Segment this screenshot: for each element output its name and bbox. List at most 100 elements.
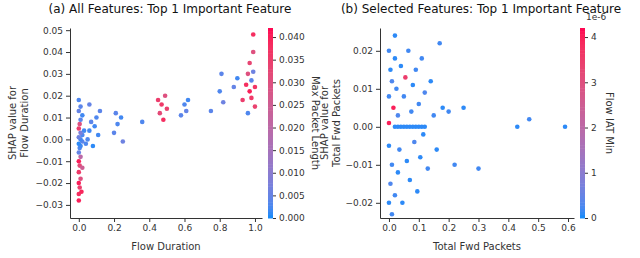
colorbar-step [580, 190, 585, 194]
colorbar-step [580, 28, 585, 32]
point [156, 98, 161, 103]
point [440, 106, 445, 111]
colorbar-step [268, 136, 273, 140]
point [409, 109, 414, 114]
point [390, 163, 395, 168]
tick-label: 0.000 [279, 213, 305, 223]
y-axis-label: SHAP value for [319, 85, 330, 160]
point [240, 98, 245, 103]
colorbar-step [580, 171, 585, 175]
point [249, 78, 254, 83]
colorbar-step [580, 82, 585, 86]
colorbar: 0.0000.0050.0100.0150.0200.0250.0300.035… [268, 28, 321, 223]
point [112, 131, 117, 136]
colorbar-step [580, 101, 585, 105]
point [244, 82, 249, 87]
point [527, 117, 532, 122]
tick: 0.010 [273, 168, 305, 178]
y-axis-line [380, 29, 381, 219]
colorbar-step [580, 193, 585, 197]
point [515, 125, 520, 130]
point [393, 193, 398, 198]
point [446, 109, 451, 114]
tick-mark [508, 218, 509, 222]
colorbar-step [268, 91, 273, 95]
colorbar-step [580, 129, 585, 133]
colorbar-step [580, 53, 585, 57]
colorbar-step [580, 186, 585, 190]
point [221, 100, 226, 105]
point [388, 68, 393, 73]
colorbar-step [580, 199, 585, 203]
point [246, 72, 251, 77]
point [253, 85, 258, 90]
point [403, 75, 408, 80]
point [399, 64, 404, 69]
colorbar-axis-line [273, 29, 274, 219]
tick-mark [149, 218, 150, 222]
point [84, 141, 89, 146]
tick-label: 0.2 [107, 223, 121, 233]
tick-mark [376, 89, 380, 90]
tick-mark [66, 74, 70, 75]
colorbar-step [268, 139, 273, 143]
colorbar-step [580, 66, 585, 70]
point [115, 122, 120, 127]
point [186, 98, 191, 103]
point [425, 166, 430, 171]
point [391, 106, 396, 111]
tick-label: 0.0 [72, 223, 87, 233]
tick: 0.5 [532, 218, 546, 233]
tick-label: 4 [591, 32, 597, 42]
tick-mark [376, 51, 380, 52]
point [461, 106, 466, 111]
colorbar-step [268, 114, 273, 118]
x-axis-line [381, 218, 575, 219]
point [246, 111, 251, 116]
tick-mark [376, 127, 380, 128]
y-axis: −0.03−0.02−0.010.000.010.020.030.040.05 [35, 26, 70, 219]
point [98, 109, 103, 114]
colorbar-step [268, 66, 273, 70]
colorbar-step [268, 31, 273, 35]
x-axis-label: Total Fwd Packets [432, 241, 521, 252]
tick-label: 0.8 [213, 223, 228, 233]
tick: 0.0 [382, 218, 397, 233]
point [87, 102, 92, 107]
colorbar-step [580, 148, 585, 152]
tick-label: 0.04 [43, 47, 63, 57]
tick: 0.005 [273, 191, 305, 201]
tick: 4 [585, 32, 597, 42]
tick-mark [273, 82, 276, 83]
colorbar-step [580, 180, 585, 184]
tick-label: 0.03 [43, 69, 63, 79]
point [77, 150, 82, 155]
tick: 3 [585, 78, 597, 88]
colorbar-step [268, 126, 273, 130]
tick: 0.01 [353, 84, 380, 94]
colorbar-step [580, 202, 585, 206]
point [82, 128, 87, 133]
point [422, 90, 427, 95]
tick-mark [585, 128, 588, 129]
point [232, 85, 237, 90]
colorbar-step [580, 215, 585, 219]
tick-label: 0.030 [279, 78, 305, 88]
tick: 0.4 [143, 218, 158, 233]
tick: 0.040 [273, 32, 305, 42]
tick: 0.000 [273, 213, 305, 223]
point [179, 113, 184, 118]
tick-label: 0.02 [43, 91, 63, 101]
point [419, 56, 424, 61]
colorbar-step [268, 82, 273, 86]
tick: 1 [585, 168, 597, 178]
tick-mark [389, 218, 390, 222]
colorbar-step [580, 110, 585, 114]
point [77, 198, 82, 203]
tick: 0.02 [353, 46, 380, 56]
y-axis-line [70, 29, 71, 219]
colorbar-step [268, 209, 273, 213]
colorbar-step [268, 98, 273, 102]
point [388, 182, 393, 187]
tick-label: 2 [591, 123, 597, 133]
